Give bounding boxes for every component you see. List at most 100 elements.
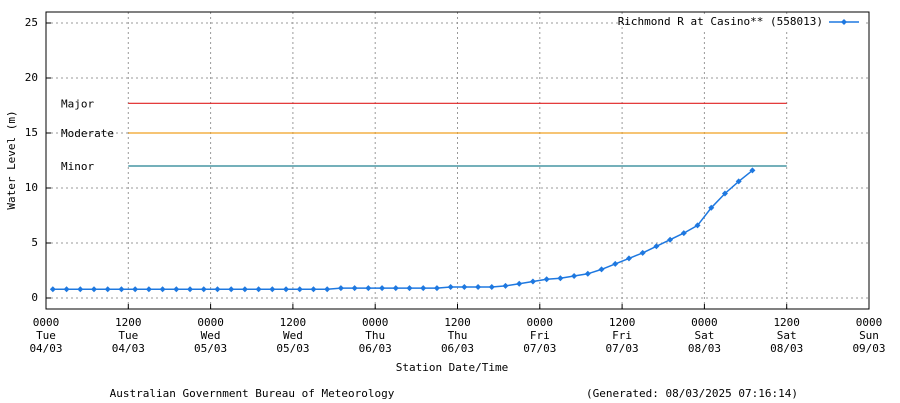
series-marker [571,273,578,279]
x-tick-label: 0000 [691,316,718,329]
y-tick-label: 0 [31,291,38,304]
series-marker [516,280,523,287]
x-tick-label: Fri [530,329,550,342]
x-tick-label: 0000 [362,316,389,329]
legend-marker [841,19,847,25]
series-marker [365,285,372,292]
x-tick-label: 09/03 [852,342,885,355]
x-tick-label: Tue [118,329,138,342]
series-marker [132,286,139,293]
series-marker [502,282,509,289]
series-marker [529,278,536,285]
series-marker [694,222,701,229]
series-marker [488,284,495,290]
x-tick-label: 0000 [527,316,554,329]
series-marker [543,276,550,283]
footer-left: Australian Government Bureau of Meteorol… [110,387,395,400]
threshold-label: Moderate [61,127,114,140]
x-tick-label: 06/03 [359,342,392,355]
series-marker [91,286,98,293]
series-marker [63,286,70,293]
series-marker [379,285,386,292]
x-tick-label: 04/03 [29,342,62,355]
y-tick-label: 10 [25,181,38,194]
y-tick-label: 20 [25,71,38,84]
series-marker [173,286,180,293]
x-tick-label: 1200 [280,316,307,329]
y-tick-label: 25 [25,16,38,29]
series-marker [228,286,235,293]
series-marker [145,286,152,293]
legend-label: Richmond R at Casino** (558013) [618,15,823,28]
series-marker [255,286,262,293]
x-tick-label: 1200 [773,316,800,329]
x-tick-label: Sat [777,329,797,342]
y-tick-label: 5 [31,236,38,249]
x-tick-label: 05/03 [276,342,309,355]
series-marker [667,236,674,243]
series-marker [118,286,125,293]
x-tick-label: Wed [201,329,221,342]
series-marker [475,284,482,290]
x-tick-label: Tue [36,329,56,342]
series-marker [598,266,605,273]
series-marker [269,286,276,293]
series-marker [392,285,399,292]
series-marker [735,178,742,185]
x-axis-label: Station Date/Time [396,361,509,374]
series-marker [625,255,632,262]
x-tick-label: Sat [694,329,714,342]
series-marker [612,260,619,267]
legend-box [635,15,863,29]
series-marker [584,270,591,277]
x-tick-label: 08/03 [688,342,721,355]
threshold-label: Minor [61,160,94,173]
series-marker [77,286,84,293]
series-marker [721,190,728,197]
x-tick-label: 1200 [444,316,471,329]
series-marker [337,285,344,292]
series-marker [406,285,413,292]
x-tick-label: 07/03 [523,342,556,355]
x-tick-label: 0000 [856,316,883,329]
x-tick-label: 0000 [197,316,224,329]
series-marker [557,275,564,282]
series-marker [241,286,248,293]
series-line [52,169,753,290]
x-tick-label: Fri [612,329,632,342]
series-marker [214,286,221,293]
x-tick-label: 1200 [115,316,142,329]
series-marker [296,286,303,293]
series-marker [433,285,440,292]
x-tick-label: 04/03 [112,342,145,355]
x-tick-label: 07/03 [606,342,639,355]
series-marker [420,285,427,292]
plot-frame [45,11,870,310]
x-tick-label: 08/03 [770,342,803,355]
series-marker [283,286,290,293]
series-marker [324,286,331,293]
x-tick-label: Wed [283,329,303,342]
x-tick-label: Thu [365,329,385,342]
series-marker [749,167,756,174]
series-marker [187,286,194,293]
series-marker [639,249,646,256]
x-tick-label: 05/03 [194,342,227,355]
y-axis-label: Water Level (m) [5,110,18,209]
y-tick-label: 15 [25,126,38,139]
series-marker [680,230,687,237]
series-marker [104,286,111,293]
series-marker [200,286,207,293]
x-tick-label: Sun [859,329,879,342]
footer-right: (Generated: 08/03/2025 07:16:14) [586,387,798,400]
threshold-label: Major [61,97,94,110]
series-marker [461,284,468,290]
series-marker [310,286,317,293]
series-marker [708,204,715,211]
series-marker [653,243,660,250]
series-marker [159,286,166,293]
series-marker [447,284,454,290]
x-tick-label: Thu [448,329,468,342]
x-tick-label: 1200 [609,316,636,329]
series-marker [49,286,56,293]
